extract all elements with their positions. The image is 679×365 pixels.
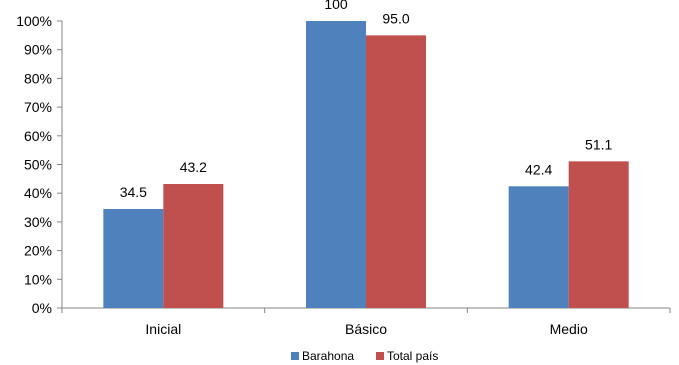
y-tick-label: 60%	[24, 128, 52, 144]
y-tick-label: 100%	[16, 13, 52, 29]
x-category-label: Básico	[345, 321, 387, 337]
y-tick-label: 70%	[24, 99, 52, 115]
x-category-label: Inicial	[145, 321, 181, 337]
y-tick-label: 40%	[24, 185, 52, 201]
legend-swatch-barahona	[291, 352, 299, 360]
y-axis: 0% 10% 20% 30% 40% 50% 60% 70% 80% 90% 100%	[16, 13, 63, 316]
bar-total-pa-s-b-sico	[366, 35, 426, 308]
data-labels: 34.5 43.2 100 95.0 42.4 51.1	[120, 0, 613, 200]
data-label: 43.2	[180, 159, 207, 175]
x-axis: Inicial Básico Medio	[61, 307, 671, 337]
legend-label: Barahona	[302, 349, 354, 363]
legend-label: Total país	[387, 349, 438, 363]
x-category-label: Medio	[550, 321, 588, 337]
data-label: 34.5	[120, 184, 147, 200]
data-label: 51.1	[585, 136, 612, 152]
bar-total-pa-s-inicial	[163, 184, 224, 308]
data-label: 42.4	[525, 161, 552, 177]
bar-barahona-medio	[508, 186, 569, 308]
y-tick-label: 80%	[24, 70, 52, 86]
y-tick-label: 90%	[24, 42, 52, 58]
bars	[103, 21, 629, 308]
y-tick-label: 50%	[24, 157, 52, 173]
y-tick-label: 10%	[24, 271, 52, 287]
legend-swatch-total-pa-s	[376, 352, 384, 360]
y-tick-label: 30%	[24, 214, 52, 230]
bar-total-pa-s-medio	[568, 161, 629, 308]
legend: Barahona Total país	[291, 349, 438, 363]
y-tick-label: 20%	[24, 243, 52, 259]
bar-barahona-inicial	[103, 208, 164, 308]
data-label: 100	[324, 0, 348, 12]
bar-barahona-b-sico	[306, 21, 366, 308]
data-label: 95.0	[382, 10, 409, 26]
y-tick-label: 0%	[32, 300, 52, 316]
